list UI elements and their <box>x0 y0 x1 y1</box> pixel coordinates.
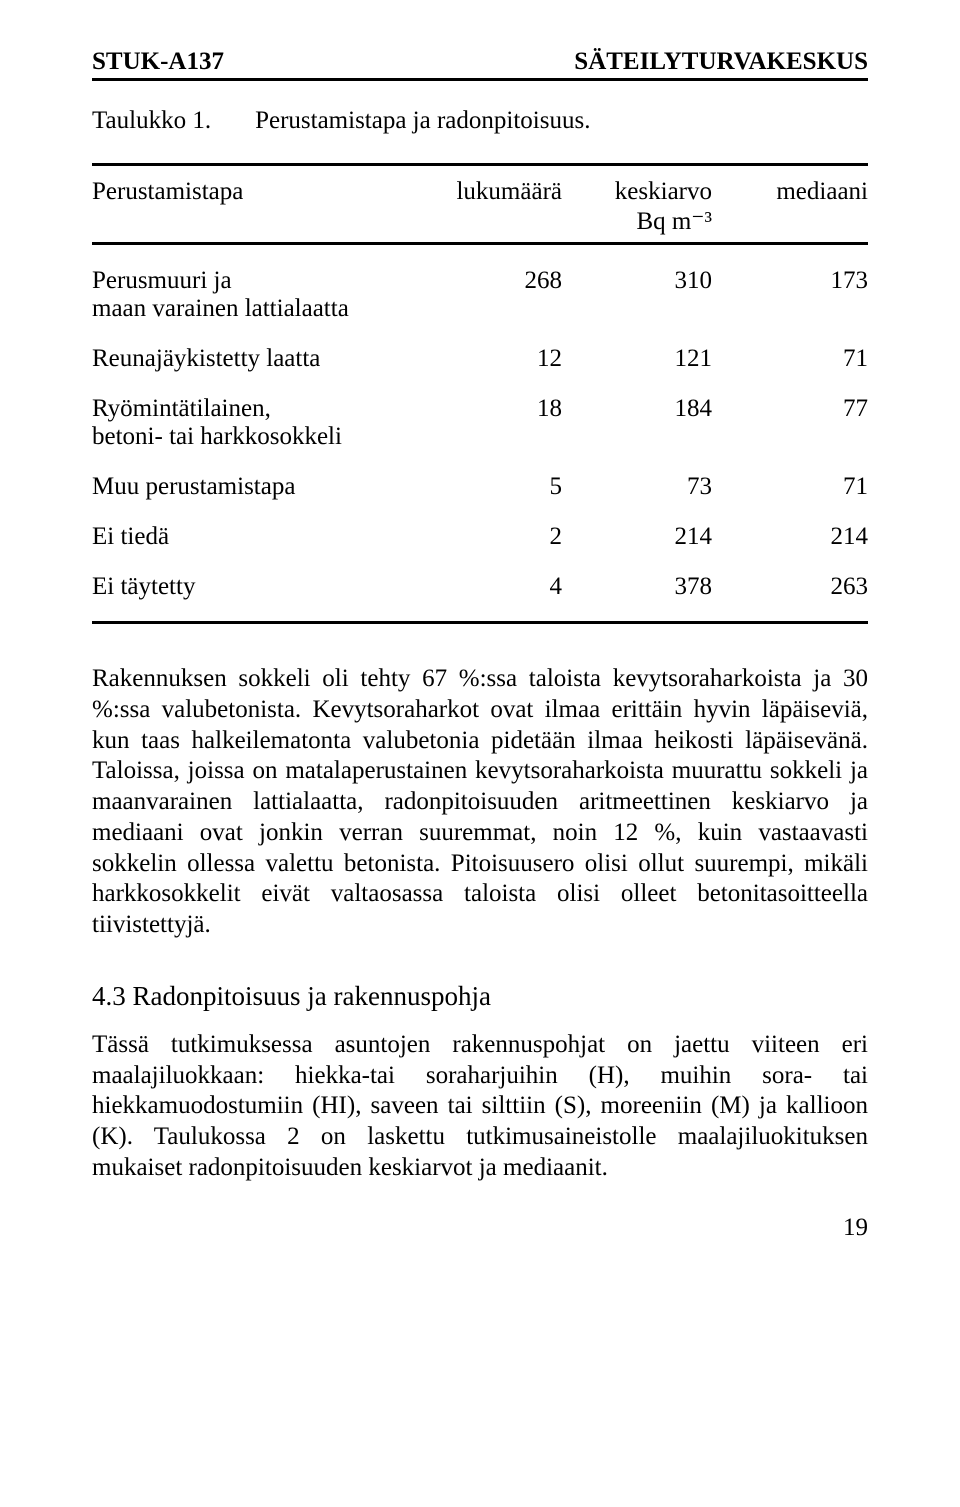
table-caption: Taulukko 1. Perustamistapa ja radonpitoi… <box>92 107 868 135</box>
table-cell: 4 <box>412 573 562 601</box>
table-cell: 2 <box>412 523 562 551</box>
page: STUK-A137 SÄTEILYTURVAKESKUS Taulukko 1.… <box>0 0 960 1290</box>
caption-label: Taulukko 1. <box>92 107 211 135</box>
page-header: STUK-A137 SÄTEILYTURVAKESKUS <box>92 48 868 81</box>
table-cell: 378 <box>562 573 712 601</box>
table-cell: Muu perustamistapa <box>92 473 412 501</box>
body-paragraph: Tässä tutkimuksessa asuntojen rakennuspo… <box>92 1030 868 1184</box>
table-cell: 263 <box>712 573 868 601</box>
table-cell: 173 <box>712 267 868 295</box>
table-cell: 73 <box>562 473 712 501</box>
section-heading: 4.3 Radonpitoisuus ja rakennuspohja <box>92 981 868 1012</box>
table-top-rule <box>92 163 868 178</box>
body-paragraph: Rakennuksen sokkeli oli tehty 67 %:ssa t… <box>92 664 868 941</box>
table-cell: 77 <box>712 395 868 423</box>
table-cell: 12 <box>412 345 562 373</box>
table-cell: 214 <box>562 523 712 551</box>
table-cell: 268 <box>412 267 562 295</box>
table-header-cell: lukumäärä <box>412 178 562 236</box>
table-cell: Perusmuuri ja maan varainen lattialaatta <box>92 267 412 323</box>
table-row: Muu perustamistapa 5 73 71 <box>92 473 868 501</box>
caption-text: Perustamistapa ja radonpitoisuus. <box>255 107 590 135</box>
table-header-cell: mediaani <box>712 178 868 236</box>
table-cell: 184 <box>562 395 712 423</box>
table-row: Ei tiedä 2 214 214 <box>92 523 868 551</box>
table-cell: 121 <box>562 345 712 373</box>
table-cell: 18 <box>412 395 562 423</box>
table-header-cell: keskiarvo Bq m⁻³ <box>562 178 712 236</box>
table-row: Reunajäykistetty laatta 12 121 71 <box>92 345 868 373</box>
table-body: Perusmuuri ja maan varainen lattialaatta… <box>92 245 868 624</box>
table-cell: Reunajäykistetty laatta <box>92 345 412 373</box>
table-header-row: Perustamistapa lukumäärä keskiarvo Bq m⁻… <box>92 178 868 245</box>
header-right: SÄTEILYTURVAKESKUS <box>574 48 868 76</box>
table-cell: 71 <box>712 473 868 501</box>
table-row: Perusmuuri ja maan varainen lattialaatta… <box>92 267 868 323</box>
table-cell: Ei täytetty <box>92 573 412 601</box>
table-cell: Ryömintätilainen, betoni- tai harkkosokk… <box>92 395 412 451</box>
page-number: 19 <box>92 1214 868 1242</box>
table-row: Ei täytetty 4 378 263 <box>92 573 868 601</box>
table-cell: 214 <box>712 523 868 551</box>
table-cell: 71 <box>712 345 868 373</box>
table-cell: 310 <box>562 267 712 295</box>
table-row: Ryömintätilainen, betoni- tai harkkosokk… <box>92 395 868 451</box>
table-cell: Ei tiedä <box>92 523 412 551</box>
table-header-cell: Perustamistapa <box>92 178 412 236</box>
table-cell: 5 <box>412 473 562 501</box>
header-left: STUK-A137 <box>92 48 224 76</box>
